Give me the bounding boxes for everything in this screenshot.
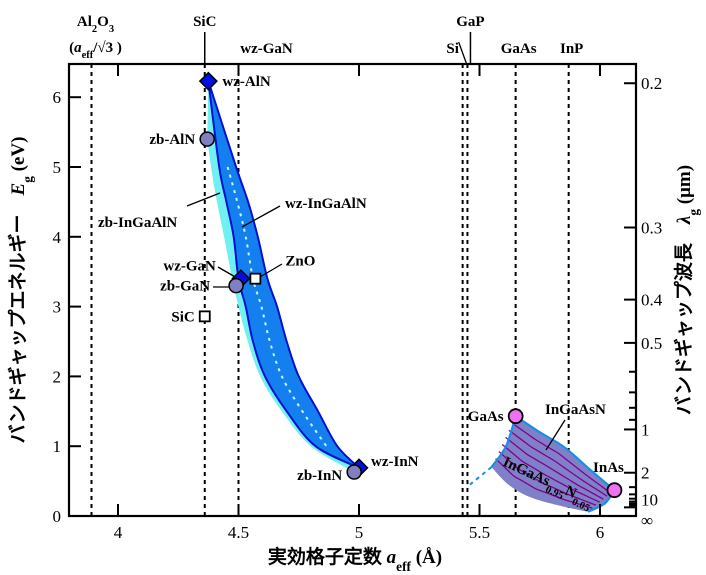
text-part: a [74, 40, 82, 56]
label-zb-InGaAlN: zb-InGaAlN [98, 215, 177, 231]
substrate-label-InP: InP [560, 41, 583, 57]
text-part: g [686, 209, 701, 216]
y2-axis-title: バンドギャップ波長 λg (μm) [672, 165, 701, 415]
text-part: 3 [109, 24, 114, 35]
InGaAsN-edge-top [515, 415, 616, 492]
text-part: /√3 ) [92, 40, 122, 56]
y-tick-label: 0 [53, 507, 62, 526]
text-part: a [387, 547, 397, 568]
y-tick-label: 1 [53, 437, 62, 456]
y-tick-label: 2 [53, 367, 62, 386]
text-part: (Å) [411, 547, 442, 568]
x-tick-label: 6 [596, 523, 605, 542]
x-tick-label: 4.5 [228, 523, 249, 542]
pointer-line-Si [458, 41, 468, 65]
point-label-wz-GaN: wz-GaN [163, 259, 216, 275]
y2-tick-label: 2 [641, 464, 650, 483]
text-part: eff [82, 50, 94, 61]
point-label-ZnO: ZnO [285, 254, 315, 270]
y2-tick-label: 0.5 [641, 334, 662, 353]
point-zb-AlN [199, 131, 215, 147]
plot-frame [67, 62, 638, 518]
substrate-label-GaAs: GaAs [501, 41, 537, 57]
InGaAsN-composition-line [505, 436, 604, 500]
InGaAsN-composition-line [495, 458, 593, 509]
leader-InGaAsN [545, 419, 566, 451]
y-tick-label: 4 [53, 228, 62, 247]
leader-zb-InGaAlN [186, 192, 221, 207]
text-part: λ [674, 216, 695, 225]
text-part: GaP [456, 14, 484, 30]
leader-wz-InGaAlN [241, 205, 281, 228]
point-ZnO [249, 272, 262, 285]
point-zb-InN [346, 464, 362, 480]
text-part: GaAs [501, 41, 537, 57]
y2-tick-label: 1 [641, 420, 650, 439]
substrate-label-Si: Si [446, 41, 459, 57]
InGaAsN-composition-line [498, 451, 597, 506]
x-axis-title: 実効格子定数 aeff (Å) [268, 545, 442, 574]
point-label-wz-InN: wz-InN [371, 454, 419, 470]
text-part: (μm) [674, 165, 695, 209]
text-part: Al [77, 14, 92, 30]
text-part: g [20, 176, 35, 183]
y2-tick-label: 10 [641, 490, 658, 509]
InGaAsN-extrapolation-dashed [469, 466, 493, 486]
InGaAsN-composition-line [511, 422, 612, 494]
substrate-label-Al2O3: Al2O3 [77, 14, 114, 35]
text-part: SiC [193, 14, 216, 30]
y-axis-title: バンドギャップエネルギー Eg (eV) [6, 137, 35, 444]
InGaAsN-composition-line [501, 443, 601, 503]
point-zb-GaN [228, 277, 244, 294]
substrate-label-GaP: GaP [456, 14, 484, 30]
point-SiC [198, 310, 211, 323]
text-part: O [97, 14, 109, 30]
y2-tick-label: ∞ [641, 511, 653, 530]
leader-wz-GaN [217, 266, 238, 279]
point-label-zb-GaN: zb-GaN [160, 279, 210, 295]
y-tick-label: 5 [53, 158, 62, 177]
x-tick-label: 5.5 [469, 523, 490, 542]
text-part: ( [69, 40, 74, 56]
text-part: Si [446, 41, 459, 57]
text-part: 実効格子定数 [268, 545, 387, 568]
text-part: 2 [92, 24, 97, 35]
point-InAs [606, 482, 623, 499]
zb-InGaAlN-region [207, 81, 359, 473]
text-part: バンドギャップ波長 [672, 224, 695, 415]
y2-tick-label: 0.2 [641, 74, 662, 93]
point-label-zb-AlN: zb-AlN [149, 132, 195, 148]
substrate-label2-Al2O3: (aeff/√3 ) [69, 40, 122, 61]
text-part: (eV) [8, 137, 29, 177]
text-part: バンドギャップエネルギー [6, 195, 29, 443]
point-label-GaAs: GaAs [468, 409, 504, 425]
x-tick-label: 5 [355, 523, 364, 542]
InGaAsN-composition-line [508, 429, 608, 497]
y-tick-label: 3 [53, 298, 62, 317]
text-part: wz-GaN [240, 41, 293, 57]
substrate-label-SiC: SiC [193, 14, 216, 30]
point-GaAs [507, 408, 524, 425]
text-part: InP [560, 41, 583, 57]
y2-tick-label: 0.3 [641, 218, 662, 237]
label-wz-InGaAlN: wz-InGaAlN [285, 196, 367, 212]
x-tick-label: 4 [114, 523, 123, 542]
point-label-SiC: SiC [171, 309, 194, 325]
point-wz-AlN [198, 71, 218, 91]
substrate-label-wz-GaN: wz-GaN [240, 41, 293, 57]
y-tick-label: 6 [53, 88, 62, 107]
point-label-zb-InN: zb-InN [297, 468, 342, 484]
text-part: eff [396, 559, 411, 574]
point-label-InAs: InAs [593, 460, 624, 476]
label-InGaAsN: InGaAsN [545, 402, 606, 418]
leader-ZnO [259, 263, 283, 278]
y2-tick-label: 0.4 [641, 291, 663, 310]
point-label-wz-AlN: wz-AlN [222, 74, 270, 90]
text-part: E [8, 183, 29, 197]
